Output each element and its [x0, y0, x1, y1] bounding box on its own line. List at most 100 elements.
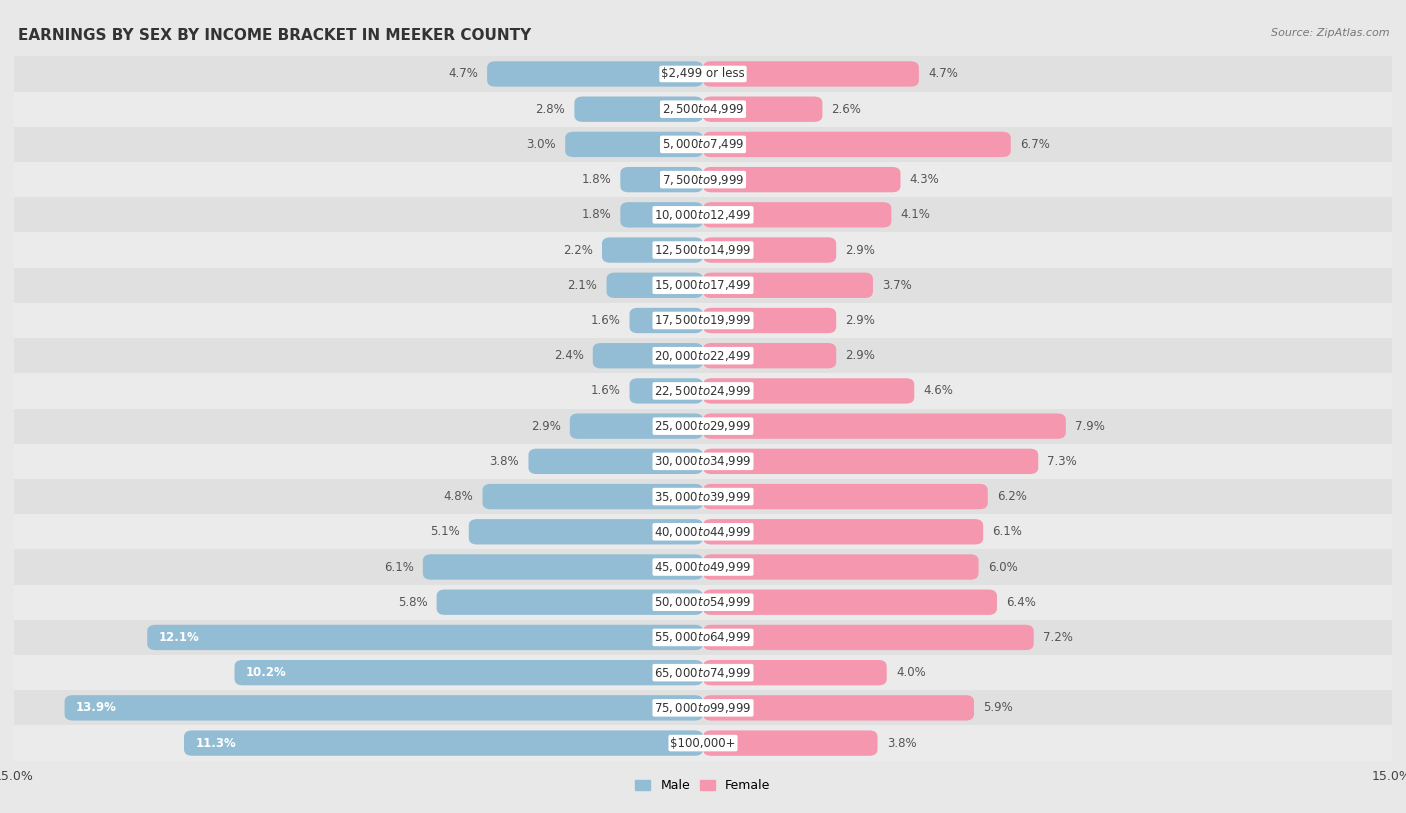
- FancyBboxPatch shape: [703, 520, 983, 545]
- FancyBboxPatch shape: [606, 272, 703, 298]
- Bar: [14, 233, 1392, 267]
- FancyBboxPatch shape: [703, 308, 837, 333]
- FancyBboxPatch shape: [703, 343, 837, 368]
- FancyBboxPatch shape: [703, 272, 873, 298]
- Text: 7.3%: 7.3%: [1047, 454, 1077, 467]
- FancyBboxPatch shape: [703, 237, 837, 263]
- FancyBboxPatch shape: [703, 202, 891, 228]
- Text: 1.6%: 1.6%: [591, 385, 620, 398]
- Bar: [14, 127, 1392, 162]
- Text: 3.0%: 3.0%: [526, 138, 555, 151]
- Text: $25,000 to $29,999: $25,000 to $29,999: [654, 420, 752, 433]
- Text: 2.1%: 2.1%: [568, 279, 598, 292]
- Text: 5.1%: 5.1%: [430, 525, 460, 538]
- Text: 5.8%: 5.8%: [398, 596, 427, 609]
- Text: 2.9%: 2.9%: [845, 314, 876, 327]
- Text: $100,000+: $100,000+: [671, 737, 735, 750]
- FancyBboxPatch shape: [703, 730, 877, 756]
- Legend: Male, Female: Male, Female: [630, 774, 776, 797]
- Text: $50,000 to $54,999: $50,000 to $54,999: [654, 595, 752, 609]
- Text: $20,000 to $22,499: $20,000 to $22,499: [654, 349, 752, 363]
- FancyBboxPatch shape: [620, 202, 703, 228]
- FancyBboxPatch shape: [569, 414, 703, 439]
- Text: $35,000 to $39,999: $35,000 to $39,999: [654, 489, 752, 503]
- FancyBboxPatch shape: [703, 449, 1038, 474]
- Bar: [14, 690, 1392, 725]
- Text: 7.2%: 7.2%: [1043, 631, 1073, 644]
- Bar: [14, 409, 1392, 444]
- Text: 6.1%: 6.1%: [384, 560, 413, 573]
- Text: 2.4%: 2.4%: [554, 350, 583, 363]
- Bar: [14, 56, 1392, 92]
- Text: 6.4%: 6.4%: [1007, 596, 1036, 609]
- FancyBboxPatch shape: [423, 554, 703, 580]
- Text: $17,500 to $19,999: $17,500 to $19,999: [654, 314, 752, 328]
- Text: 3.8%: 3.8%: [489, 454, 519, 467]
- FancyBboxPatch shape: [482, 484, 703, 509]
- Text: 4.0%: 4.0%: [896, 666, 925, 679]
- Text: 5.9%: 5.9%: [983, 702, 1012, 715]
- FancyBboxPatch shape: [468, 520, 703, 545]
- Text: $75,000 to $99,999: $75,000 to $99,999: [654, 701, 752, 715]
- Text: 4.3%: 4.3%: [910, 173, 939, 186]
- Text: $10,000 to $12,499: $10,000 to $12,499: [654, 208, 752, 222]
- Text: Source: ZipAtlas.com: Source: ZipAtlas.com: [1271, 28, 1389, 38]
- FancyBboxPatch shape: [630, 308, 703, 333]
- Bar: [14, 585, 1392, 620]
- Text: 2.9%: 2.9%: [845, 244, 876, 257]
- Text: 10.2%: 10.2%: [246, 666, 287, 679]
- Bar: [14, 444, 1392, 479]
- Text: $2,500 to $4,999: $2,500 to $4,999: [662, 102, 744, 116]
- Text: 2.2%: 2.2%: [562, 244, 593, 257]
- Text: $5,000 to $7,499: $5,000 to $7,499: [662, 137, 744, 151]
- Text: 12.1%: 12.1%: [159, 631, 200, 644]
- FancyBboxPatch shape: [184, 730, 703, 756]
- FancyBboxPatch shape: [703, 61, 920, 87]
- Text: 2.6%: 2.6%: [831, 102, 862, 115]
- FancyBboxPatch shape: [703, 97, 823, 122]
- Bar: [14, 92, 1392, 127]
- Text: $65,000 to $74,999: $65,000 to $74,999: [654, 666, 752, 680]
- Bar: [14, 338, 1392, 373]
- Text: 6.0%: 6.0%: [988, 560, 1018, 573]
- Text: 3.7%: 3.7%: [882, 279, 912, 292]
- Text: 2.9%: 2.9%: [530, 420, 561, 433]
- Text: $22,500 to $24,999: $22,500 to $24,999: [654, 384, 752, 398]
- Text: 3.8%: 3.8%: [887, 737, 917, 750]
- Text: 11.3%: 11.3%: [195, 737, 236, 750]
- FancyBboxPatch shape: [593, 343, 703, 368]
- FancyBboxPatch shape: [529, 449, 703, 474]
- Text: 1.8%: 1.8%: [582, 208, 612, 221]
- FancyBboxPatch shape: [703, 554, 979, 580]
- Text: $55,000 to $64,999: $55,000 to $64,999: [654, 630, 752, 645]
- FancyBboxPatch shape: [65, 695, 703, 720]
- Bar: [14, 267, 1392, 303]
- Text: 4.7%: 4.7%: [449, 67, 478, 80]
- FancyBboxPatch shape: [703, 132, 1011, 157]
- Bar: [14, 725, 1392, 761]
- Text: 1.8%: 1.8%: [582, 173, 612, 186]
- Text: EARNINGS BY SEX BY INCOME BRACKET IN MEEKER COUNTY: EARNINGS BY SEX BY INCOME BRACKET IN MEE…: [18, 28, 531, 43]
- FancyBboxPatch shape: [437, 589, 703, 615]
- Text: 4.6%: 4.6%: [924, 385, 953, 398]
- Text: 2.9%: 2.9%: [845, 350, 876, 363]
- Text: 4.1%: 4.1%: [900, 208, 931, 221]
- FancyBboxPatch shape: [148, 624, 703, 650]
- Bar: [14, 373, 1392, 409]
- Bar: [14, 550, 1392, 585]
- FancyBboxPatch shape: [703, 660, 887, 685]
- FancyBboxPatch shape: [703, 167, 900, 193]
- FancyBboxPatch shape: [630, 378, 703, 403]
- Text: $15,000 to $17,499: $15,000 to $17,499: [654, 278, 752, 293]
- FancyBboxPatch shape: [703, 484, 988, 509]
- Text: $40,000 to $44,999: $40,000 to $44,999: [654, 524, 752, 539]
- Bar: [14, 198, 1392, 233]
- Text: 6.2%: 6.2%: [997, 490, 1026, 503]
- FancyBboxPatch shape: [575, 97, 703, 122]
- FancyBboxPatch shape: [703, 589, 997, 615]
- Text: $45,000 to $49,999: $45,000 to $49,999: [654, 560, 752, 574]
- FancyBboxPatch shape: [703, 624, 1033, 650]
- Text: 4.7%: 4.7%: [928, 67, 957, 80]
- FancyBboxPatch shape: [703, 695, 974, 720]
- Text: 6.7%: 6.7%: [1019, 138, 1050, 151]
